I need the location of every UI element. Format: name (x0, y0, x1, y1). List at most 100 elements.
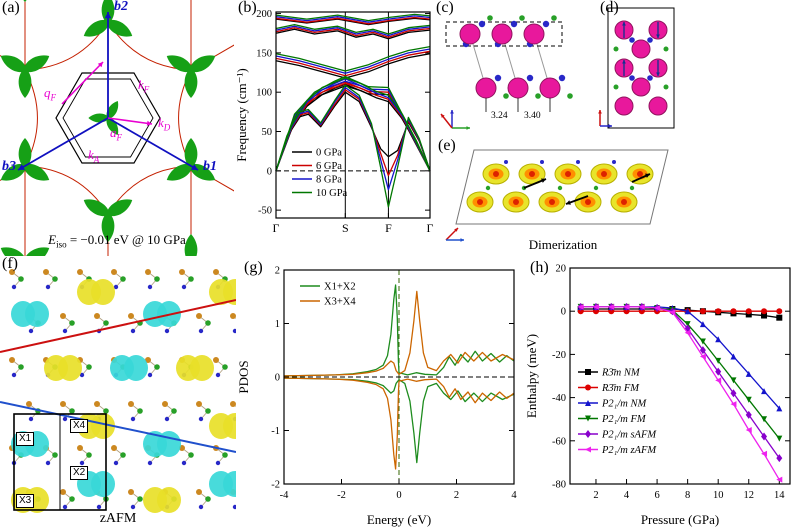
fermi-pocket (0, 55, 50, 98)
metal-atom (459, 23, 481, 45)
layer-highlight-dashed-box (445, 21, 563, 47)
svg-text:4: 4 (511, 490, 517, 501)
svg-text:-80: -80 (552, 480, 566, 491)
spin-density-blob (176, 355, 214, 381)
spin-density-blob (77, 279, 115, 305)
svg-text:50: 50 (262, 127, 273, 138)
panel-f-zafm: (f) X1 X4 X2 X3 zAFM (0, 256, 236, 530)
panel-letter-d: (d) (600, 0, 619, 16)
site-label-x3: X3 (16, 494, 35, 508)
svg-text:F: F (385, 221, 392, 235)
unit-cell-box (607, 7, 675, 129)
spin-density-drawing (0, 269, 236, 513)
panel-c-structure: (c) 3.24 3.40 (436, 0, 594, 136)
spin-density-blob (209, 279, 236, 305)
metal-atom (539, 77, 561, 99)
svg-text:-1: -1 (271, 426, 280, 437)
svg-text:2: 2 (454, 490, 459, 501)
charge-density-drawing (445, 149, 669, 242)
fermi-pocket (0, 138, 50, 181)
enthalpy-chart: 20 0 -20 -40 -60 -80 2 4 6 8 10 12 14 R3̄m NM R3̄m FM P… (524, 264, 791, 527)
dimerization-caption: Dimerization (528, 237, 598, 252)
svg-text:-20: -20 (552, 350, 566, 361)
svg-text:6 GPa: 6 GPa (316, 161, 342, 172)
svg-text:2: 2 (275, 266, 280, 277)
svg-text:P2₁/m FM: P2₁/m FM (601, 414, 647, 425)
spin-density-blob (143, 431, 181, 457)
spin-density-blob (209, 471, 236, 497)
svg-text:14: 14 (774, 490, 785, 501)
panel-h-enthalpy: 20 0 -20 -40 -60 -80 2 4 6 8 10 12 14 R3̄m NM R3̄m FM P… (524, 256, 800, 530)
spin-chain-line-down (0, 401, 236, 453)
svg-text:PDOS: PDOS (236, 360, 251, 393)
spin-density-blob (143, 487, 181, 513)
qf-label: qF (44, 85, 56, 103)
fermi-pocket (23, 0, 27, 2)
svg-text:-40: -40 (552, 393, 566, 404)
spin-density-blob (11, 301, 49, 327)
phonon-dispersion-chart: -50 0 50 100 150 200 Γ S F Γ 0 GPa 6 GPa 8 GPa 10 GPa… (234, 9, 434, 235)
svg-text:0 GPa: 0 GPa (316, 148, 342, 159)
fermi-pocket (88, 101, 119, 135)
spin-density-blob (110, 355, 148, 381)
site-label-x4: X4 (70, 419, 89, 433)
svg-text:8 GPa: 8 GPa (316, 175, 342, 186)
af-label: aF (110, 125, 122, 143)
fermi-pocket (0, 247, 50, 256)
metal-atom (648, 96, 668, 116)
panel-b-phonons: -50 0 50 100 150 200 Γ S F Γ 0 GPa 6 GPa 8 GPa 10 GPa… (234, 0, 436, 256)
svg-text:8: 8 (685, 490, 690, 501)
panel-letter-b: (b) (238, 0, 257, 16)
svg-text:0: 0 (275, 373, 280, 384)
panel-e-dimerization: (e) Dimerization (436, 136, 690, 256)
panel-letter-h: (h) (530, 259, 549, 276)
svg-text:10 GPa: 10 GPa (316, 188, 348, 199)
metal-atom (614, 96, 634, 116)
svg-text:20: 20 (556, 264, 567, 275)
svg-text:12: 12 (744, 490, 755, 501)
zafm-caption: zAFM (99, 511, 137, 526)
svg-text:150: 150 (256, 48, 272, 59)
svg-text:P2₁/m sAFM: P2₁/m sAFM (601, 430, 657, 441)
svg-text:1: 1 (275, 319, 280, 330)
ka-label: kA (88, 147, 100, 165)
svg-text:-50: -50 (258, 206, 272, 217)
metal-atom (507, 77, 529, 99)
fermi-pocket (184, 234, 198, 256)
panel-letter-c: (c) (436, 0, 454, 16)
svg-text:0: 0 (267, 166, 272, 177)
spin-density-blob (209, 413, 236, 439)
fermi-surface-drawing (0, 0, 234, 256)
crystal-structure-drawing (440, 15, 573, 130)
panel-d-structure-side: (d) (594, 0, 690, 136)
metal-atom (475, 77, 497, 99)
svg-text:200: 200 (256, 9, 272, 20)
kf-label: kF (138, 77, 150, 95)
svg-text:0: 0 (561, 307, 566, 318)
svg-text:-60: -60 (552, 436, 566, 447)
g-series (283, 284, 515, 470)
svg-text:0: 0 (396, 490, 401, 501)
panel-letter-e: (e) (438, 137, 456, 154)
b1-axis-label: b1 (203, 159, 217, 174)
svg-text:Frequency (cm⁻¹): Frequency (cm⁻¹) (234, 68, 249, 161)
b2-axis-label: b2 (114, 0, 128, 14)
panel-g-pdos: -2 -1 0 1 2 -4 -2 0 2 4 X1+X2 X3+X4 Energy (eV) PDOS … (236, 256, 524, 530)
brillouin-zone-hexagon (55, 72, 161, 164)
b-series (275, 13, 431, 208)
svg-text:P2₁/m zAFM: P2₁/m zAFM (601, 445, 657, 456)
isolation-energy-caption: Eiso = −0.01 eV @ 10 GPa (48, 232, 186, 250)
bond-distance-2: 3.40 (524, 111, 541, 121)
panel-letter-g: (g) (244, 259, 263, 276)
svg-text:X1+X2: X1+X2 (324, 282, 356, 293)
svg-text:2: 2 (593, 490, 598, 501)
metal-atom (631, 39, 651, 59)
spin-chain-line-up (0, 299, 236, 353)
panel-letter-a: (a) (2, 0, 20, 16)
svg-text:6: 6 (654, 490, 659, 501)
svg-text:10: 10 (713, 490, 724, 501)
panel-letter-f: (f) (2, 255, 18, 272)
svg-text:R3̄m NM: R3̄m NM (601, 368, 641, 379)
svg-text:-2: -2 (271, 480, 280, 491)
